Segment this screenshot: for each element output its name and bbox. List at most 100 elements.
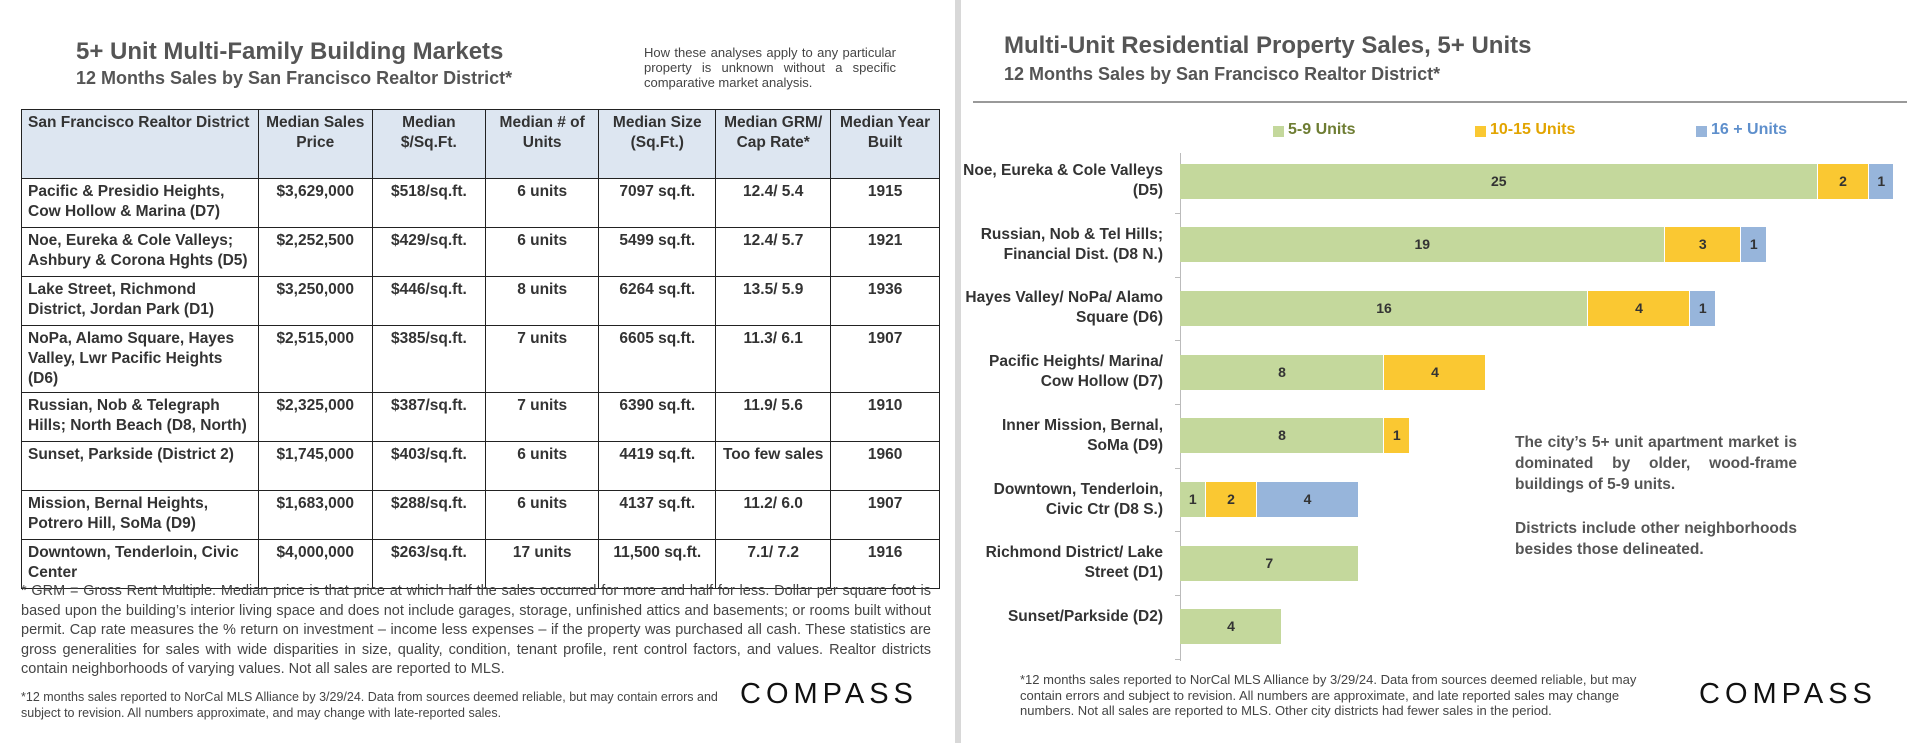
y-tick-label: Pacific Heights/ Marina/ Cow Hollow (D7) [989,353,1163,391]
column-header: Median # of Units [484,109,600,179]
column-header: San Francisco Realtor District [21,109,259,179]
value-label: 7 [1265,554,1274,571]
y-tick [1175,403,1180,405]
value-label: 1 [1392,427,1401,444]
column-header: Median Sales Price [257,109,373,179]
table-cell: 1936 [830,276,940,326]
y-tick [1175,276,1180,278]
table-cell: $429/sq.ft. [371,227,486,277]
table-cell: Sunset, Parkside (District 2) [21,441,259,491]
bar-segment [1180,609,1282,645]
table-cell: 1921 [830,227,940,277]
right-page: Multi-Unit Residential Property Sales, 5… [961,0,1920,743]
table-cell: Noe, Eureka & Cole Valleys; Ashbury & Co… [21,227,259,277]
bar-segment [1741,227,1767,263]
table-cell: 7097 sq.ft. [598,178,717,228]
y-tick-label: Russian, Nob & Tel Hills; Financial Dist… [980,225,1163,263]
y-tick [1175,531,1180,533]
bar-segment [1180,290,1588,326]
table-cell: 7 units [484,392,600,442]
table-cell: Too few sales [715,441,832,491]
title: 5+ Unit Multi-Family Building Markets [76,38,504,65]
table-row: Russian, Nob & Telegraph Hills; North Be… [21,392,940,442]
legend-label: 16 + Units [1711,121,1788,138]
value-label: 19 [1414,236,1431,253]
table-cell: 11.9/ 5.6 [715,392,832,442]
table-cell: 11.3/ 6.1 [715,325,832,393]
source-note: *12 months sales reported to NorCal MLS … [21,690,718,720]
market-table: San Francisco Realtor District Median Sal… [21,109,940,589]
value-label: 25 [1490,172,1507,189]
table-cell: 1907 [830,325,940,393]
table-row: Sunset, Parkside (District 2) $1,745,000 $… [21,441,940,491]
table-cell: 1910 [830,392,940,442]
table-cell: 4137 sq.ft. [598,490,717,540]
y-tick-label: Noe, Eureka & Cole Valleys (D5) [963,162,1163,199]
table-row: Noe, Eureka & Cole Valleys; Ashbury & Co… [21,227,940,277]
value-label: 8 [1278,363,1286,380]
table-cell: $403/sq.ft. [371,441,486,491]
legend-label: 10-15 Units [1490,121,1576,138]
header-row: San Francisco Realtor District Median Sal… [21,109,940,179]
table-row: NoPa, Alamo Square, Hayes Valley, Lwr Pa… [21,325,940,393]
table-cell: 6264 sq.ft. [598,276,717,326]
table-cell: 1915 [830,178,940,228]
table-cell: $1,745,000 [257,441,373,491]
table-cell: 13.5/ 5.9 [715,276,832,326]
table-cell: 6 units [484,178,600,228]
value-label: 1 [1188,491,1197,507]
bar-segment [1180,418,1384,454]
table-cell: $2,252,500 [257,227,373,277]
table-cell: $2,325,000 [257,392,373,442]
axis-line [1180,153,1181,661]
table-cell: Mission, Bernal Heights, Potrero Hill, S… [21,490,259,540]
table-cell: $518/sq.ft. [371,178,486,228]
y-tick-label: Richmond District/ Lake Street (D1) [985,544,1163,582]
table-cell: $263/sq.ft. [371,539,486,589]
value-label: 4 [1227,618,1235,635]
bar-segment [1256,482,1359,517]
value-label: 1 [1749,236,1758,253]
table-cell: 6 units [484,490,600,540]
table-cell: 1916 [830,539,940,589]
bar-segment [1690,290,1716,326]
value-label: 1 [1877,172,1886,189]
table-cell: 1960 [830,441,940,491]
y-tick [1175,212,1180,214]
annotation: The city’s 5+ unit apartment market is d… [1515,434,1797,493]
table-cell: 7.1/ 7.2 [715,539,832,589]
bar-segment [1664,227,1741,263]
table-row: Pacific & Presidio Heights, Cow Hollow &… [21,178,940,228]
y-tick-label: Inner Mission, Bernal, SoMa (D9) [1001,416,1163,454]
column-header: Median Year Built [830,109,940,179]
bar-segment [1384,418,1410,454]
value-label: 1 [1698,299,1707,316]
value-label: 3 [1698,236,1707,253]
column-header: Median GRM/ Cap Rate* [715,109,832,179]
table-cell: 17 units [484,539,600,589]
table-cell: $3,629,000 [257,178,373,228]
bar-segment [1205,482,1257,517]
table-cell: 6 units [484,441,600,491]
y-tick [1175,467,1180,469]
table-cell: $4,000,000 [257,539,373,589]
table-cell: $2,515,000 [257,325,373,393]
note: How these analyses apply to any particul… [644,45,896,90]
footnote: * GRM = Gross Rent Multiple. Median pric… [21,583,931,677]
annotation: Districts include other neighborhoods be… [1515,520,1797,558]
table-cell: 6390 sq.ft. [598,392,717,442]
table-cell: 6 units [484,227,600,277]
value-label: 2 [1227,491,1235,507]
bar-segment [1180,482,1206,517]
value-label: 4 [1431,363,1439,380]
bar-segment [1180,163,1818,199]
table-cell: 4419 sq.ft. [598,441,717,491]
table-cell: 1907 [830,490,940,540]
divider [973,101,1907,103]
logo: COMPASS [1699,678,1877,710]
bar-segment [1180,354,1384,390]
table-row: Mission, Bernal Heights, Potrero Hill, S… [21,490,940,540]
value-label: 4 [1635,299,1643,316]
table-cell: Pacific & Presidio Heights, Cow Hollow &… [21,178,259,228]
